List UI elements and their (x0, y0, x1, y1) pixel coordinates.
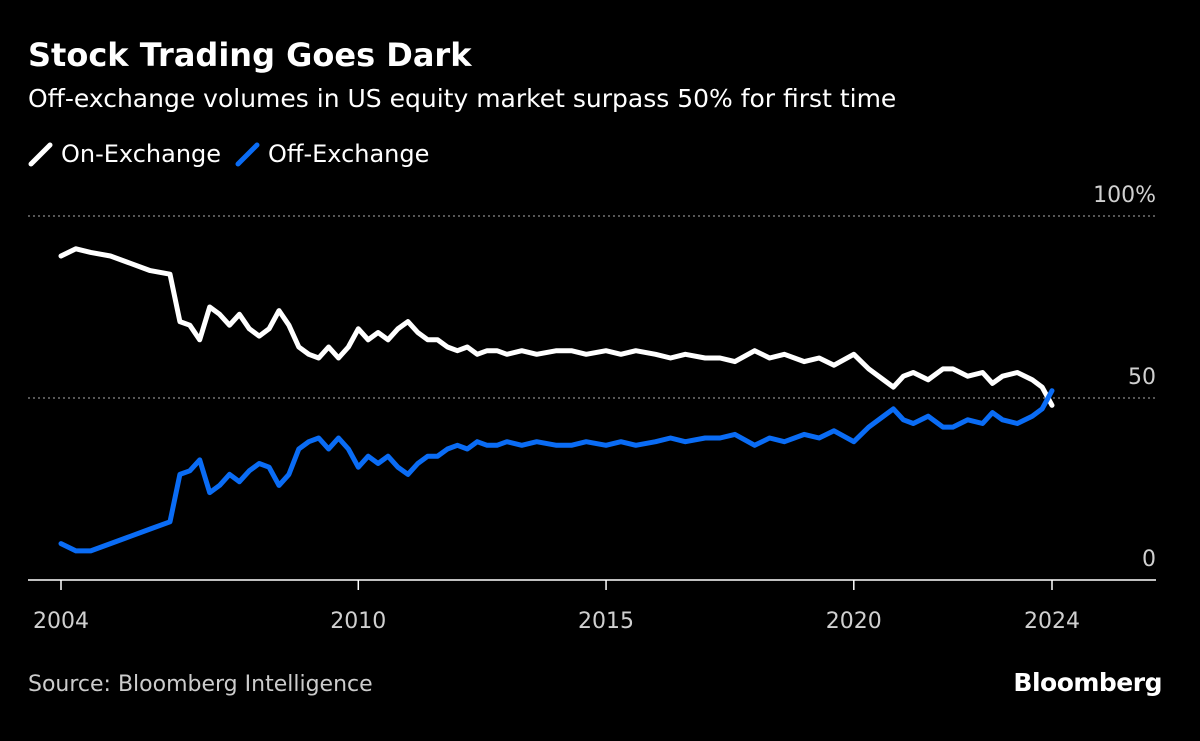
x-tick-label-4: 2024 (1024, 609, 1080, 634)
chart-title: Stock Trading Goes Dark (28, 36, 472, 74)
legend-item-off-exchange: Off-Exchange (235, 140, 429, 168)
tick-labels: 0 50 100% 2004 2010 2015 2020 2024 (33, 183, 1156, 634)
grid-lines (28, 215, 1156, 399)
legend-swatch-off-exchange (235, 142, 260, 166)
legend-label-on-exchange: On-Exchange (61, 140, 222, 168)
legend-swatch-on-exchange (28, 142, 53, 166)
y-tick-label-0: 0 (1142, 547, 1156, 572)
bloomberg-logo: Bloomberg (1013, 668, 1162, 697)
x-tick-label-3: 2020 (826, 609, 882, 634)
source-note: Source: Bloomberg Intelligence (28, 672, 373, 697)
legend-label-off-exchange: Off-Exchange (268, 140, 430, 168)
x-axis (28, 579, 1156, 590)
y-tick-label-1: 50 (1128, 365, 1156, 390)
x-tick-label-2: 2015 (578, 609, 634, 634)
series-line-on-exchange (58, 246, 1055, 408)
legend-item-on-exchange: On-Exchange (28, 140, 221, 168)
series-line-off-exchange (58, 388, 1055, 554)
y-tick-label-2: 100% (1093, 183, 1156, 208)
x-tick-label-1: 2010 (330, 609, 386, 634)
chart-subtitle: Off-exchange volumes in US equity market… (28, 84, 897, 113)
legend: On-Exchange Off-Exchange (28, 138, 443, 170)
x-tick-label-0: 2004 (33, 609, 89, 634)
series-lines (58, 246, 1055, 554)
